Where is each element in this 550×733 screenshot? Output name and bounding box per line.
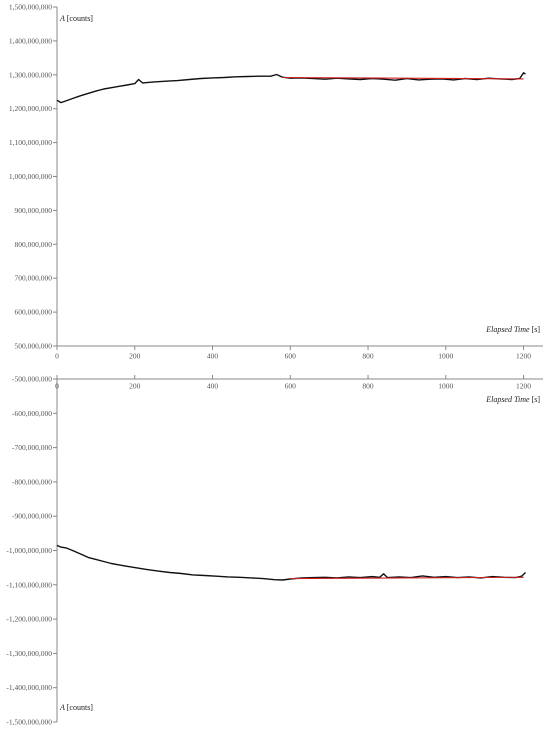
y-tick-label: 800,000,000 <box>15 240 53 249</box>
y-tick-label: 600,000,000 <box>15 308 53 317</box>
y-tick-label: -1,000,000,000 <box>6 546 52 555</box>
x-tick-label: 800 <box>362 352 374 361</box>
y-tick-label: -700,000,000 <box>12 443 52 452</box>
y-tick-label: -800,000,000 <box>12 477 52 486</box>
measured-series-line <box>56 72 526 104</box>
y-tick-label: 1,100,000,000 <box>9 138 52 147</box>
y-tick-label: 1,300,000,000 <box>9 70 52 79</box>
y-tick-label: 1,400,000,000 <box>9 36 52 45</box>
fit-series-line <box>282 76 524 80</box>
x-axis-title: Elapsed Time [s] <box>485 395 540 404</box>
y-tick-label: 500,000,000 <box>15 342 53 351</box>
x-axis-title: Elapsed Time [s] <box>485 325 540 334</box>
y-tick-label: 900,000,000 <box>15 206 53 215</box>
x-tick-label: 1000 <box>438 382 453 391</box>
y-tick-label: -1,300,000,000 <box>6 649 52 658</box>
y-tick-label: -1,500,000,000 <box>6 718 52 727</box>
x-tick-label: 400 <box>207 382 219 391</box>
measured-series-line <box>56 544 526 581</box>
x-tick-label: 200 <box>129 352 141 361</box>
x-tick-label: 600 <box>285 382 297 391</box>
x-tick-label: 0 <box>55 382 59 391</box>
x-tick-label: 1000 <box>438 352 453 361</box>
y-tick-label: 1,500,000,000 <box>9 3 52 12</box>
y-tick-label: -600,000,000 <box>12 409 52 418</box>
x-tick-label: 1200 <box>516 382 531 391</box>
y-tick-label: -1,400,000,000 <box>6 683 52 692</box>
x-tick-label: 200 <box>129 382 141 391</box>
top-chart-panel: 500,000,000 600,000,000 700,000,000 800,000… <box>9 3 543 361</box>
x-tick-label: 800 <box>362 382 374 391</box>
y-tick-label: 1,200,000,000 <box>9 104 52 113</box>
x-tick-label: 0 <box>55 352 59 361</box>
y-tick-label: -1,100,000,000 <box>6 580 52 589</box>
fit-series-line <box>290 576 524 580</box>
bottom-chart-panel: -500,000,000 -600,000,000 -700,000,000 -800… <box>6 375 543 727</box>
y-tick-label: -900,000,000 <box>12 512 52 521</box>
y-tick-label: 700,000,000 <box>15 274 53 283</box>
y-axis-title: A [counts] <box>59 703 93 712</box>
y-axis-title: A [counts] <box>59 14 93 23</box>
y-tick-label: -500,000,000 <box>12 375 52 384</box>
x-tick-label: 1200 <box>516 352 531 361</box>
x-tick-label: 600 <box>285 352 297 361</box>
x-tick-label: 400 <box>207 352 219 361</box>
y-tick-label: -1,200,000,000 <box>6 615 52 624</box>
y-tick-label: 1,000,000,000 <box>9 172 52 181</box>
